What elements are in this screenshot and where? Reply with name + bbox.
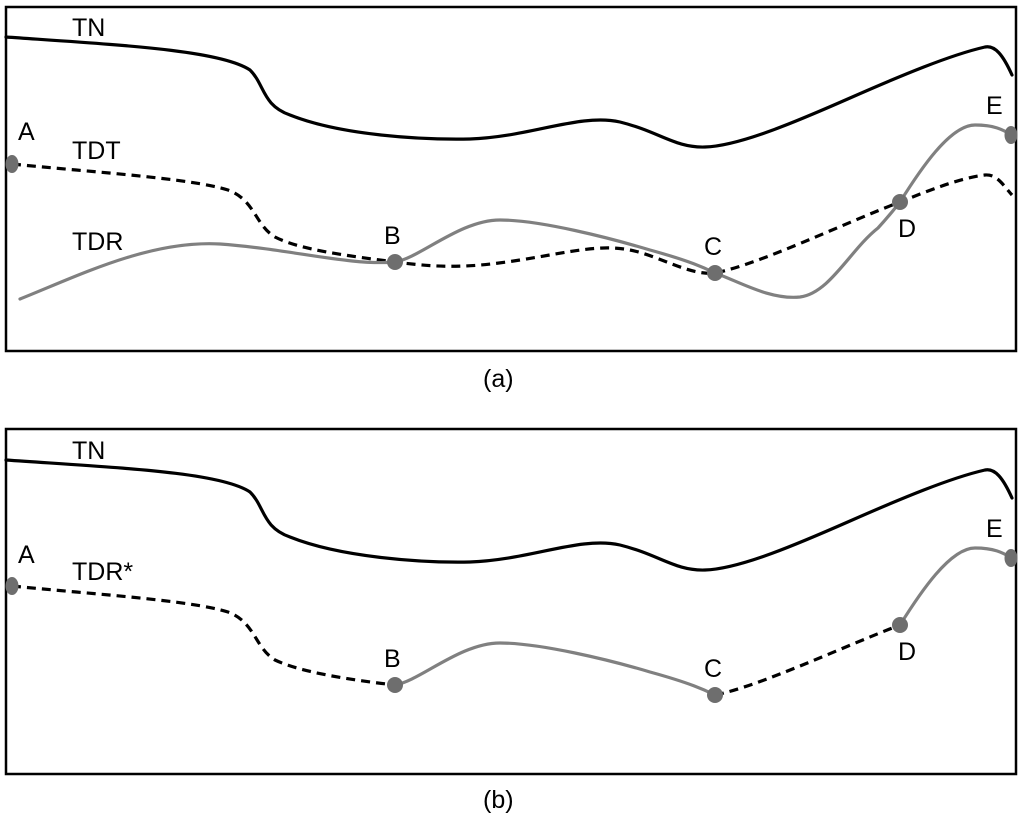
panel-a-point-a bbox=[5, 155, 19, 173]
panel-b-label-e: E bbox=[986, 515, 1003, 543]
panel-b-frame bbox=[4, 427, 1018, 776]
panel-a-label-tn: TN bbox=[72, 14, 105, 42]
panel-b-caption: (b) bbox=[483, 786, 514, 814]
panel-a-point-e bbox=[1004, 126, 1018, 144]
panel-b-label-tdr-star: TDR* bbox=[72, 558, 133, 586]
panel-a-label-c: C bbox=[704, 233, 722, 261]
panel-a-caption: (a) bbox=[483, 365, 514, 393]
panel-b-label-d: D bbox=[898, 638, 916, 666]
panel-a: TN TDT TDR A B C D E (a) bbox=[4, 5, 1018, 393]
panel-a-label-a: A bbox=[18, 118, 35, 146]
panel-a-point-d bbox=[892, 194, 908, 210]
panel-b-label-a: A bbox=[18, 541, 35, 569]
panel-a-label-e: E bbox=[986, 92, 1003, 120]
panel-b-point-c bbox=[707, 687, 723, 703]
panel-b-point-e bbox=[1004, 549, 1018, 567]
panel-a-label-d: D bbox=[898, 215, 916, 243]
panel-b-label-tn: TN bbox=[72, 437, 105, 465]
panel-a-label-tdr: TDR bbox=[72, 228, 123, 256]
panel-a-point-b bbox=[387, 254, 403, 270]
panel-b-tdr-star-segment-ab bbox=[11, 584, 396, 687]
panel-b-point-b bbox=[387, 677, 403, 693]
panel-b-tn-curve bbox=[4, 458, 1014, 572]
panel-b-label-b: B bbox=[384, 645, 401, 673]
panel-a-point-c bbox=[707, 265, 723, 281]
panel-b-tdr-star-segment-cd bbox=[714, 623, 901, 697]
panel-a-tdt-curve bbox=[11, 162, 1014, 275]
panel-b-point-d bbox=[892, 617, 908, 633]
panel-b-tdr-star-segment-de bbox=[898, 546, 1014, 627]
panel-a-tn-curve bbox=[4, 35, 1014, 149]
panel-a-frame bbox=[4, 5, 1018, 353]
panel-b-label-c: C bbox=[704, 655, 722, 683]
panel-b-tdr-star-segment-bc bbox=[393, 641, 717, 697]
panel-b: TN TDR* A B C D E (b) bbox=[4, 427, 1018, 814]
panel-a-tdr-curve bbox=[18, 123, 1014, 301]
panel-a-label-tdt: TDT bbox=[72, 137, 121, 165]
panel-b-point-a bbox=[5, 577, 19, 595]
panel-a-label-b: B bbox=[384, 222, 401, 250]
